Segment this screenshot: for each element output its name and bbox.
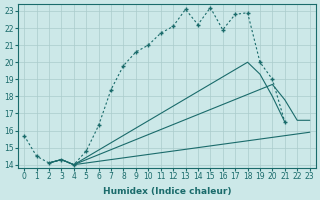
X-axis label: Humidex (Indice chaleur): Humidex (Indice chaleur)	[103, 187, 231, 196]
